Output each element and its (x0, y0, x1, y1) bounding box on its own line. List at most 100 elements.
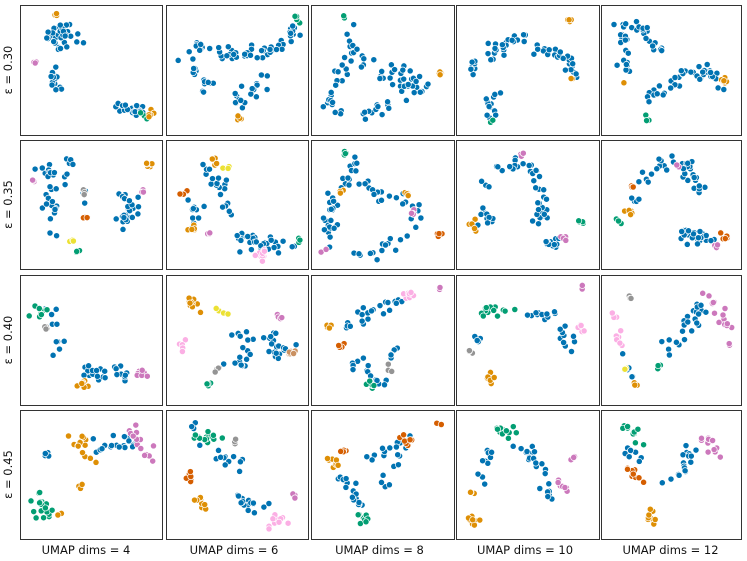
scatter-point-blue (243, 355, 251, 363)
scatter-point-blue (287, 38, 295, 45)
scatter-point-light_pink (580, 327, 588, 335)
scatter-point-blue (681, 467, 689, 475)
scatter-point-blue (378, 111, 386, 119)
scatter-point-blue (477, 210, 485, 218)
scatter-point-blue (720, 86, 728, 93)
scatter-point-blue (491, 44, 499, 52)
panel-r1-c2 (311, 140, 455, 270)
scatter-point-orange (54, 511, 62, 519)
scatter-point-blue (628, 194, 636, 202)
scatter-point-blue (351, 153, 359, 161)
scatter-point-blue (326, 233, 334, 241)
scatter-point-yellow (224, 164, 232, 172)
axis-labels: ε = 0.30 ε = 0.35 ε = 0.40 ε = 0.45 UMAP… (1, 46, 719, 557)
scatter-point-light_pink (275, 518, 283, 526)
scatter-point-vermillion (721, 235, 729, 243)
scatter-point-blue (258, 47, 266, 55)
scatter-point-blue (478, 177, 486, 185)
scatter-point-blue (85, 362, 93, 370)
scatter-point-blue (121, 371, 129, 379)
scatter-point-blue (561, 322, 569, 330)
scatter-point-blue (485, 183, 493, 191)
panel-r3-c3 (456, 410, 600, 540)
scatter-point-orange (627, 211, 635, 219)
scatter-point-green (218, 434, 226, 442)
scatter-point-green (489, 116, 497, 124)
scatter-point-orange (197, 308, 204, 316)
scatter-point-blue (46, 183, 54, 191)
scatter-point-blue (236, 248, 244, 256)
scatter-point-blue (265, 500, 273, 507)
scatter-point-blue (675, 471, 683, 479)
scatter-point-blue (399, 200, 407, 208)
scatter-point-blue (215, 44, 223, 52)
scatter-point-blue (244, 506, 252, 514)
scatter-point-blue (394, 461, 402, 469)
scatter-point-blue (330, 224, 338, 232)
scatter-point-orange (646, 505, 654, 513)
scatter-point-blue (695, 310, 703, 318)
scatter-point-blue (109, 432, 117, 439)
scatter-point-blue (639, 168, 646, 176)
scatter-point-blue (174, 56, 182, 64)
scatter-point-blue (692, 446, 700, 454)
scatter-point-blue (532, 166, 540, 174)
scatter-point-blue (331, 108, 339, 116)
panel-r3-c1 (166, 410, 309, 540)
scatter-point-green (654, 362, 662, 370)
scatter-point-blue (487, 56, 495, 64)
scatter-point-blue (687, 458, 695, 466)
scatter-point-blue (610, 21, 618, 28)
scatter-point-blue (702, 308, 710, 316)
scatter-point-orange (565, 16, 573, 24)
panel-r2-c0 (20, 275, 163, 406)
scatter-point-blue (628, 373, 636, 381)
scatter-point-blue (667, 475, 675, 483)
scatter-point-orange (631, 381, 639, 389)
scatter-point-pink (139, 188, 147, 196)
scatter-point-pink (138, 366, 146, 374)
scatter-point-blue (243, 328, 250, 336)
scatter-point-blue (406, 67, 414, 75)
scatter-point-pink (725, 340, 733, 348)
scatter-point-light_pink (608, 309, 616, 317)
scatter-point-blue (653, 165, 661, 173)
scatter-point-pink (554, 479, 562, 486)
scatter-point-pink (704, 448, 712, 456)
scatter-point-blue (57, 45, 64, 52)
scatter-point-blue (233, 232, 241, 240)
scatter-point-vermillion (640, 478, 648, 486)
scatter-point-blue (374, 103, 382, 111)
scatter-point-blue (613, 61, 621, 69)
scatter-point-blue (93, 372, 101, 380)
scatter-point-green (356, 520, 364, 527)
scatter-point-blue (535, 220, 542, 228)
scatter-point-green (501, 307, 509, 315)
panel-frame (601, 410, 742, 540)
scatter-point-blue (663, 166, 671, 174)
scatter-point-blue (500, 51, 508, 59)
scatter-point-blue (412, 77, 420, 85)
scatter-point-blue (217, 453, 225, 461)
scatter-point-blue (474, 470, 482, 478)
scatter-point-blue (215, 446, 222, 454)
scatter-point-blue (265, 348, 273, 355)
scatter-point-blue (272, 349, 280, 357)
scatter-point-orange (234, 112, 242, 120)
scatter-point-blue (74, 30, 82, 38)
panel-r1-c0 (20, 140, 163, 270)
scatter-point-blue (556, 48, 564, 56)
scatter-point-blue (484, 50, 492, 58)
scatter-point-blue (247, 246, 255, 254)
scatter-point-blue (200, 88, 208, 96)
scatter-point-blue (206, 45, 214, 52)
panel-r0-c4 (601, 5, 742, 136)
scatter-point-orange (620, 79, 628, 87)
scatter-point-blue (677, 67, 685, 75)
scatter-point-green (137, 109, 145, 117)
scatter-point-orange (86, 454, 94, 462)
scatter-point-blue (228, 331, 236, 339)
scatter-point-blue (327, 216, 335, 224)
scatter-point-blue (392, 299, 400, 307)
scatter-point-blue (530, 50, 538, 58)
